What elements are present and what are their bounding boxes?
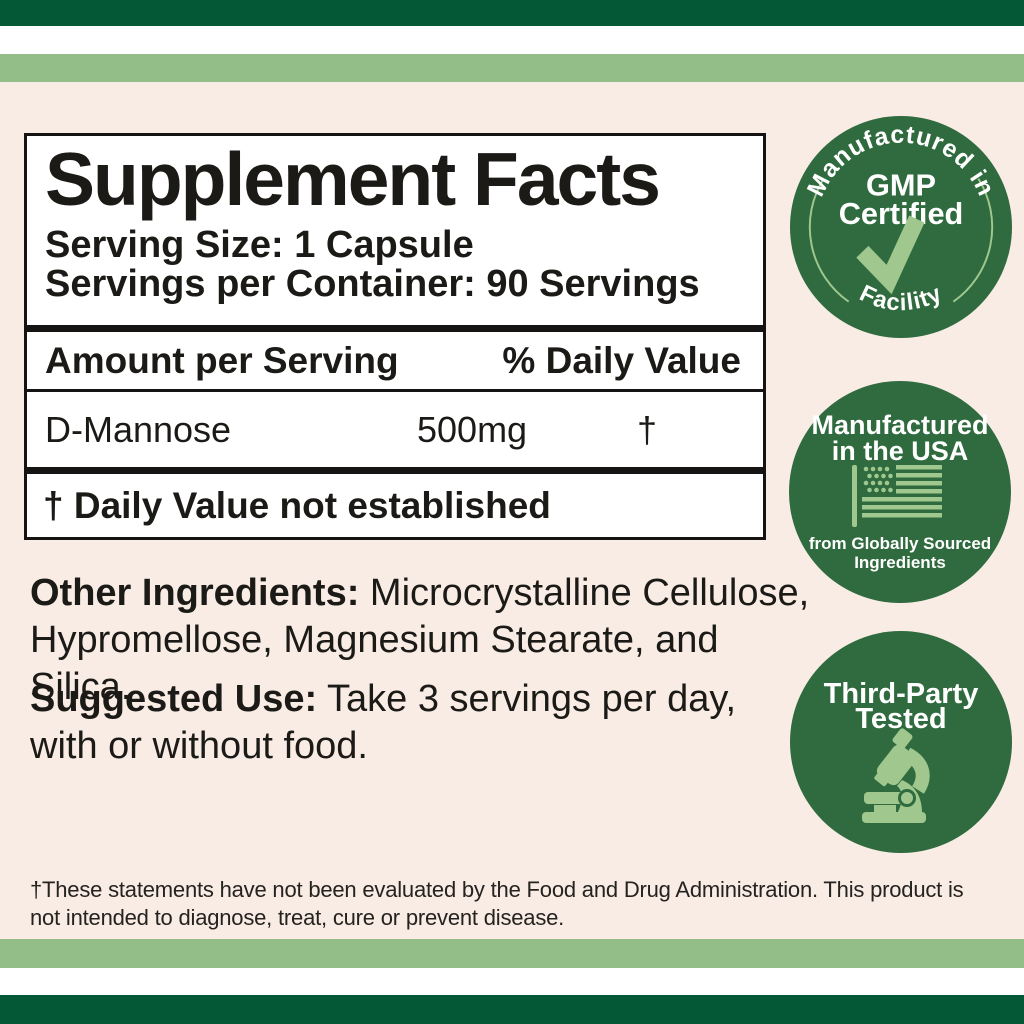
divider-thick (27, 325, 763, 332)
badge-circle (790, 116, 1012, 338)
bottom-light-green-bar (0, 939, 1024, 968)
other-ingredients: Other Ingredients: Microcrystalline Cell… (30, 570, 830, 711)
badge-ring-right (952, 178, 994, 303)
checkmark-icon (856, 215, 925, 295)
ingredient-row: D-Mannose 500mg † (27, 392, 763, 467)
other-ingredients-label: Other Ingredients: (30, 572, 360, 614)
servings-per-container: Servings per Container: 90 Servings (45, 263, 700, 305)
badge-ring-left (808, 178, 850, 303)
supplement-facts-panel: Supplement Facts Serving Size: 1 Capsule… (24, 133, 766, 540)
suggested-use-label: Suggested Use: (30, 678, 318, 720)
suggested-use: Suggested Use: Take 3 servings per day, … (30, 676, 790, 770)
amount-per-serving-header: Amount per Serving (45, 339, 399, 381)
ingredient-daily-value: † (637, 408, 658, 450)
top-white-bar (0, 26, 1024, 54)
top-dark-green-bar (0, 0, 1024, 26)
ingredient-amount: 500mg (417, 408, 528, 450)
usa-sub2: Ingredients (854, 553, 946, 572)
divider-thick (27, 467, 763, 474)
usa-badge-graphic: Manufactured in the USA from Globally So… (789, 381, 1011, 603)
serving-size: Serving Size: 1 Capsule (45, 224, 474, 266)
serving-info: Serving Size: 1 Capsule Servings per Con… (45, 226, 747, 304)
usa-line2: in the USA (832, 436, 969, 466)
daily-value-header: % Daily Value (502, 339, 741, 381)
bottom-dark-green-bar (0, 995, 1024, 1024)
daily-value-footnote: † Daily Value not established (43, 484, 551, 526)
third-party-tested-badge: Third-Party Tested (790, 631, 1012, 853)
gmp-certified-badge: Manufactured in GMP Certified Facility (790, 116, 1012, 338)
tested-line1: Third-Party (824, 678, 979, 710)
usa-sub1: from Globally Sourced (809, 534, 991, 553)
other-ingredients-text: Microcrystalline Cellulose, Hypromellose… (30, 572, 810, 708)
top-light-green-bar (0, 54, 1024, 82)
column-header-row: Amount per Serving % Daily Value (27, 332, 763, 392)
supplement-facts-title: Supplement Facts (45, 137, 661, 221)
tested-badge-graphic: Third-Party Tested (790, 631, 1012, 853)
made-in-usa-badge: Manufactured in the USA from Globally So… (789, 381, 1011, 603)
gmp-line2: Certified (839, 196, 964, 231)
usa-line1: Manufactured (811, 410, 988, 440)
supplement-facts-header: Supplement Facts Serving Size: 1 Capsule… (27, 136, 763, 325)
ingredient-name: D-Mannose (45, 408, 232, 450)
usa-flag-icon (852, 465, 942, 527)
bottom-white-bar (0, 968, 1024, 995)
microscope-icon (862, 728, 930, 823)
fda-disclaimer: †These statements have not been evaluate… (30, 877, 964, 930)
suggested-use-text: Take 3 servings per day, with or without… (30, 678, 737, 767)
gmp-badge-graphic: Manufactured in GMP Certified Facility (790, 116, 1012, 338)
gmp-line1: GMP (866, 167, 936, 202)
